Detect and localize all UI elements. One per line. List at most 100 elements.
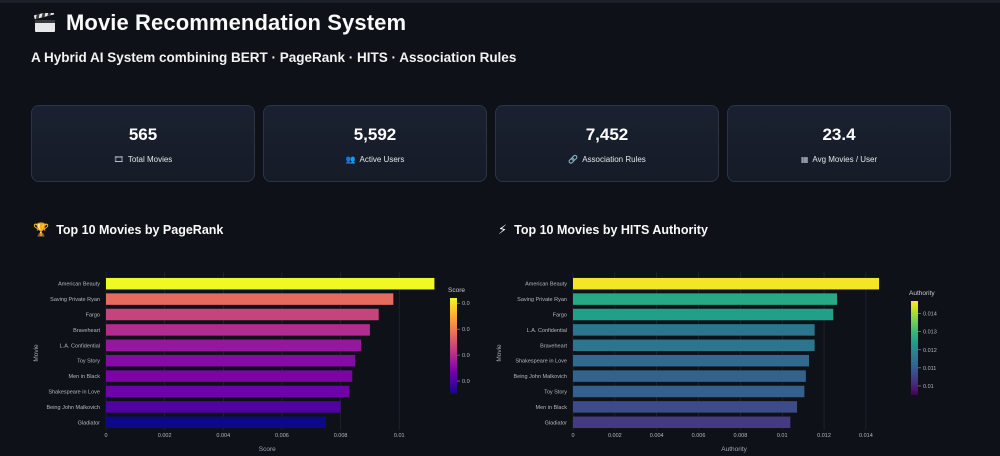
- x-tick-label: 0.01: [777, 433, 788, 439]
- bar-shakespeare-in-love[interactable]: [106, 385, 350, 398]
- y-tick-label: Toy Story: [77, 359, 100, 365]
- y-tick-label: L.A. Confidential: [527, 328, 567, 334]
- colorbar: [450, 298, 457, 394]
- bar-saving-private-ryan[interactable]: [106, 293, 394, 305]
- page-header: Movie Recommendation System: [33, 10, 406, 36]
- clapperboard-icon: [33, 10, 56, 33]
- colorbar-title: Authority: [909, 290, 935, 297]
- colorbar-tick-label: 0.008: [462, 379, 470, 385]
- metric-label: Association Rules: [582, 155, 646, 164]
- section-title-text: Top 10 Movies by HITS Authority: [514, 223, 708, 237]
- bar-gladiator[interactable]: [106, 416, 326, 429]
- film-frames-icon: 🎞: [113, 155, 124, 164]
- bar-gladiator[interactable]: [573, 416, 791, 429]
- y-axis-title: Movie: [496, 344, 503, 362]
- y-tick-label: Gladiator: [78, 420, 100, 426]
- x-axis-title: Score: [259, 446, 276, 453]
- x-axis-title: Authority: [721, 446, 747, 453]
- x-tick-label: 0.01: [394, 433, 405, 439]
- x-tick-label: 0.008: [733, 433, 747, 439]
- metric-value: 5,592: [353, 125, 397, 144]
- metric-label-row: ▦ Avg Movies / User: [801, 155, 877, 164]
- y-axis-title: Movie: [33, 344, 40, 362]
- bar-fargo[interactable]: [106, 308, 379, 321]
- section-title-hits: ⚡ Top 10 Movies by HITS Authority: [498, 222, 708, 238]
- bar-being-john-malkovich[interactable]: [106, 401, 341, 413]
- metric-card-active-users: 5,592 👥 Active Users: [263, 105, 487, 182]
- stats-icon: ▦: [800, 155, 809, 164]
- section-title-text: Top 10 Movies by PageRank: [56, 223, 224, 237]
- colorbar-tick-label: 0.011: [462, 301, 470, 307]
- metric-label-row: 🔗 Association Rules: [568, 155, 646, 164]
- x-tick-label: 0: [571, 433, 574, 439]
- y-tick-label: Shakespeare in Love: [515, 359, 567, 365]
- lightning-icon: ⚡: [498, 222, 508, 237]
- y-tick-label: Shakespeare in Love: [48, 390, 100, 396]
- y-tick-label: Braveheart: [73, 328, 100, 334]
- x-tick-label: 0.006: [692, 433, 706, 439]
- pagerank-bar-chart: 0 0.002 0.004 0.006 0.008 0.01 American Beauty…: [33, 272, 470, 453]
- y-tick-label: American Beauty: [58, 282, 100, 288]
- bar-fargo[interactable]: [573, 308, 834, 321]
- bar-men-in-black[interactable]: [573, 401, 798, 413]
- x-tick-label: 0.012: [817, 433, 831, 439]
- metric-card-avg-movies-per-user: 23.4 ▦ Avg Movies / User: [727, 105, 951, 182]
- link-icon: 🔗: [568, 155, 579, 164]
- colorbar-tick-label: 0.009: [462, 353, 470, 359]
- bar-american-beauty[interactable]: [106, 277, 435, 290]
- metric-card-association-rules: 7,452 🔗 Association Rules: [495, 105, 719, 182]
- x-tick-label: 0.006: [275, 433, 289, 439]
- metric-value: 565: [128, 125, 158, 144]
- bar-braveheart[interactable]: [573, 339, 815, 352]
- colorbar-tick-label: 0.011: [923, 366, 936, 372]
- section-title-pagerank: 🏆 Top 10 Movies by PageRank: [33, 222, 223, 238]
- x-tick-label: 0.014: [859, 433, 873, 439]
- hits-bar-chart: 0 0.002 0.004 0.006 0.008 0.01 0.012 0.014 Ameri…: [496, 272, 937, 453]
- bar-saving-private-ryan[interactable]: [573, 293, 838, 305]
- y-tick-label: Saving Private Ryan: [517, 297, 567, 303]
- y-tick-label: Toy Story: [544, 390, 567, 396]
- bar-being-john-malkovich[interactable]: [573, 370, 806, 382]
- colorbar-tick-label: 0.013: [923, 330, 937, 336]
- metric-card-total-movies: 565 🎞 Total Movies: [31, 105, 255, 182]
- bar-l-a-confidential[interactable]: [106, 339, 362, 352]
- bar-braveheart[interactable]: [106, 324, 370, 336]
- colorbar-tick-label: 0.01: [923, 384, 934, 390]
- metric-label: Total Movies: [127, 155, 173, 164]
- y-tick-label: Being John Malkovich: [46, 405, 100, 411]
- bar-l-a-confidential[interactable]: [573, 324, 815, 336]
- y-tick-label: Fargo: [86, 313, 100, 319]
- x-tick-label: 0.002: [158, 433, 172, 439]
- x-tick-label: 0.004: [650, 433, 664, 439]
- metric-value: 7,452: [585, 125, 629, 144]
- bar-american-beauty[interactable]: [573, 277, 880, 290]
- y-tick-label: Men in Black: [536, 405, 568, 411]
- bar-shakespeare-in-love[interactable]: [573, 354, 809, 367]
- y-tick-label: Fargo: [553, 313, 567, 319]
- x-tick-label: 0.008: [334, 433, 348, 439]
- x-tick-label: 0: [104, 433, 107, 439]
- y-tick-label: Saving Private Ryan: [50, 297, 100, 303]
- x-tick-label: 0.004: [216, 433, 230, 439]
- metric-label: Active Users: [359, 155, 405, 164]
- metrics-row: 565 🎞 Total Movies 5,592 👥 Active Users …: [31, 105, 951, 182]
- pagerank-chart: 0 0.002 0.004 0.006 0.008 0.01 American Beauty…: [30, 268, 470, 456]
- colorbar: [911, 301, 918, 395]
- colorbar-tick-label: 0.014: [923, 312, 937, 318]
- users-icon: 👥: [345, 155, 356, 164]
- y-tick-label: Being John Malkovich: [513, 374, 567, 380]
- hits-chart: 0 0.002 0.004 0.006 0.008 0.01 0.012 0.014 Ameri…: [493, 268, 953, 456]
- y-tick-label: Braveheart: [540, 343, 567, 349]
- y-tick-label: Men in Black: [69, 374, 101, 380]
- metric-label-row: 🎞 Total Movies: [114, 155, 173, 164]
- colorbar-title: Score: [448, 287, 465, 294]
- y-tick-label: American Beauty: [525, 282, 567, 288]
- y-tick-label: Gladiator: [545, 420, 567, 426]
- bar-toy-story[interactable]: [106, 354, 356, 367]
- bar-toy-story[interactable]: [573, 385, 805, 398]
- colorbar-tick-label: 0.012: [923, 348, 937, 354]
- trophy-icon: 🏆: [33, 222, 50, 237]
- x-tick-label: 0.002: [608, 433, 622, 439]
- metric-label-row: 👥 Active Users: [346, 155, 405, 164]
- bar-men-in-black[interactable]: [106, 370, 353, 382]
